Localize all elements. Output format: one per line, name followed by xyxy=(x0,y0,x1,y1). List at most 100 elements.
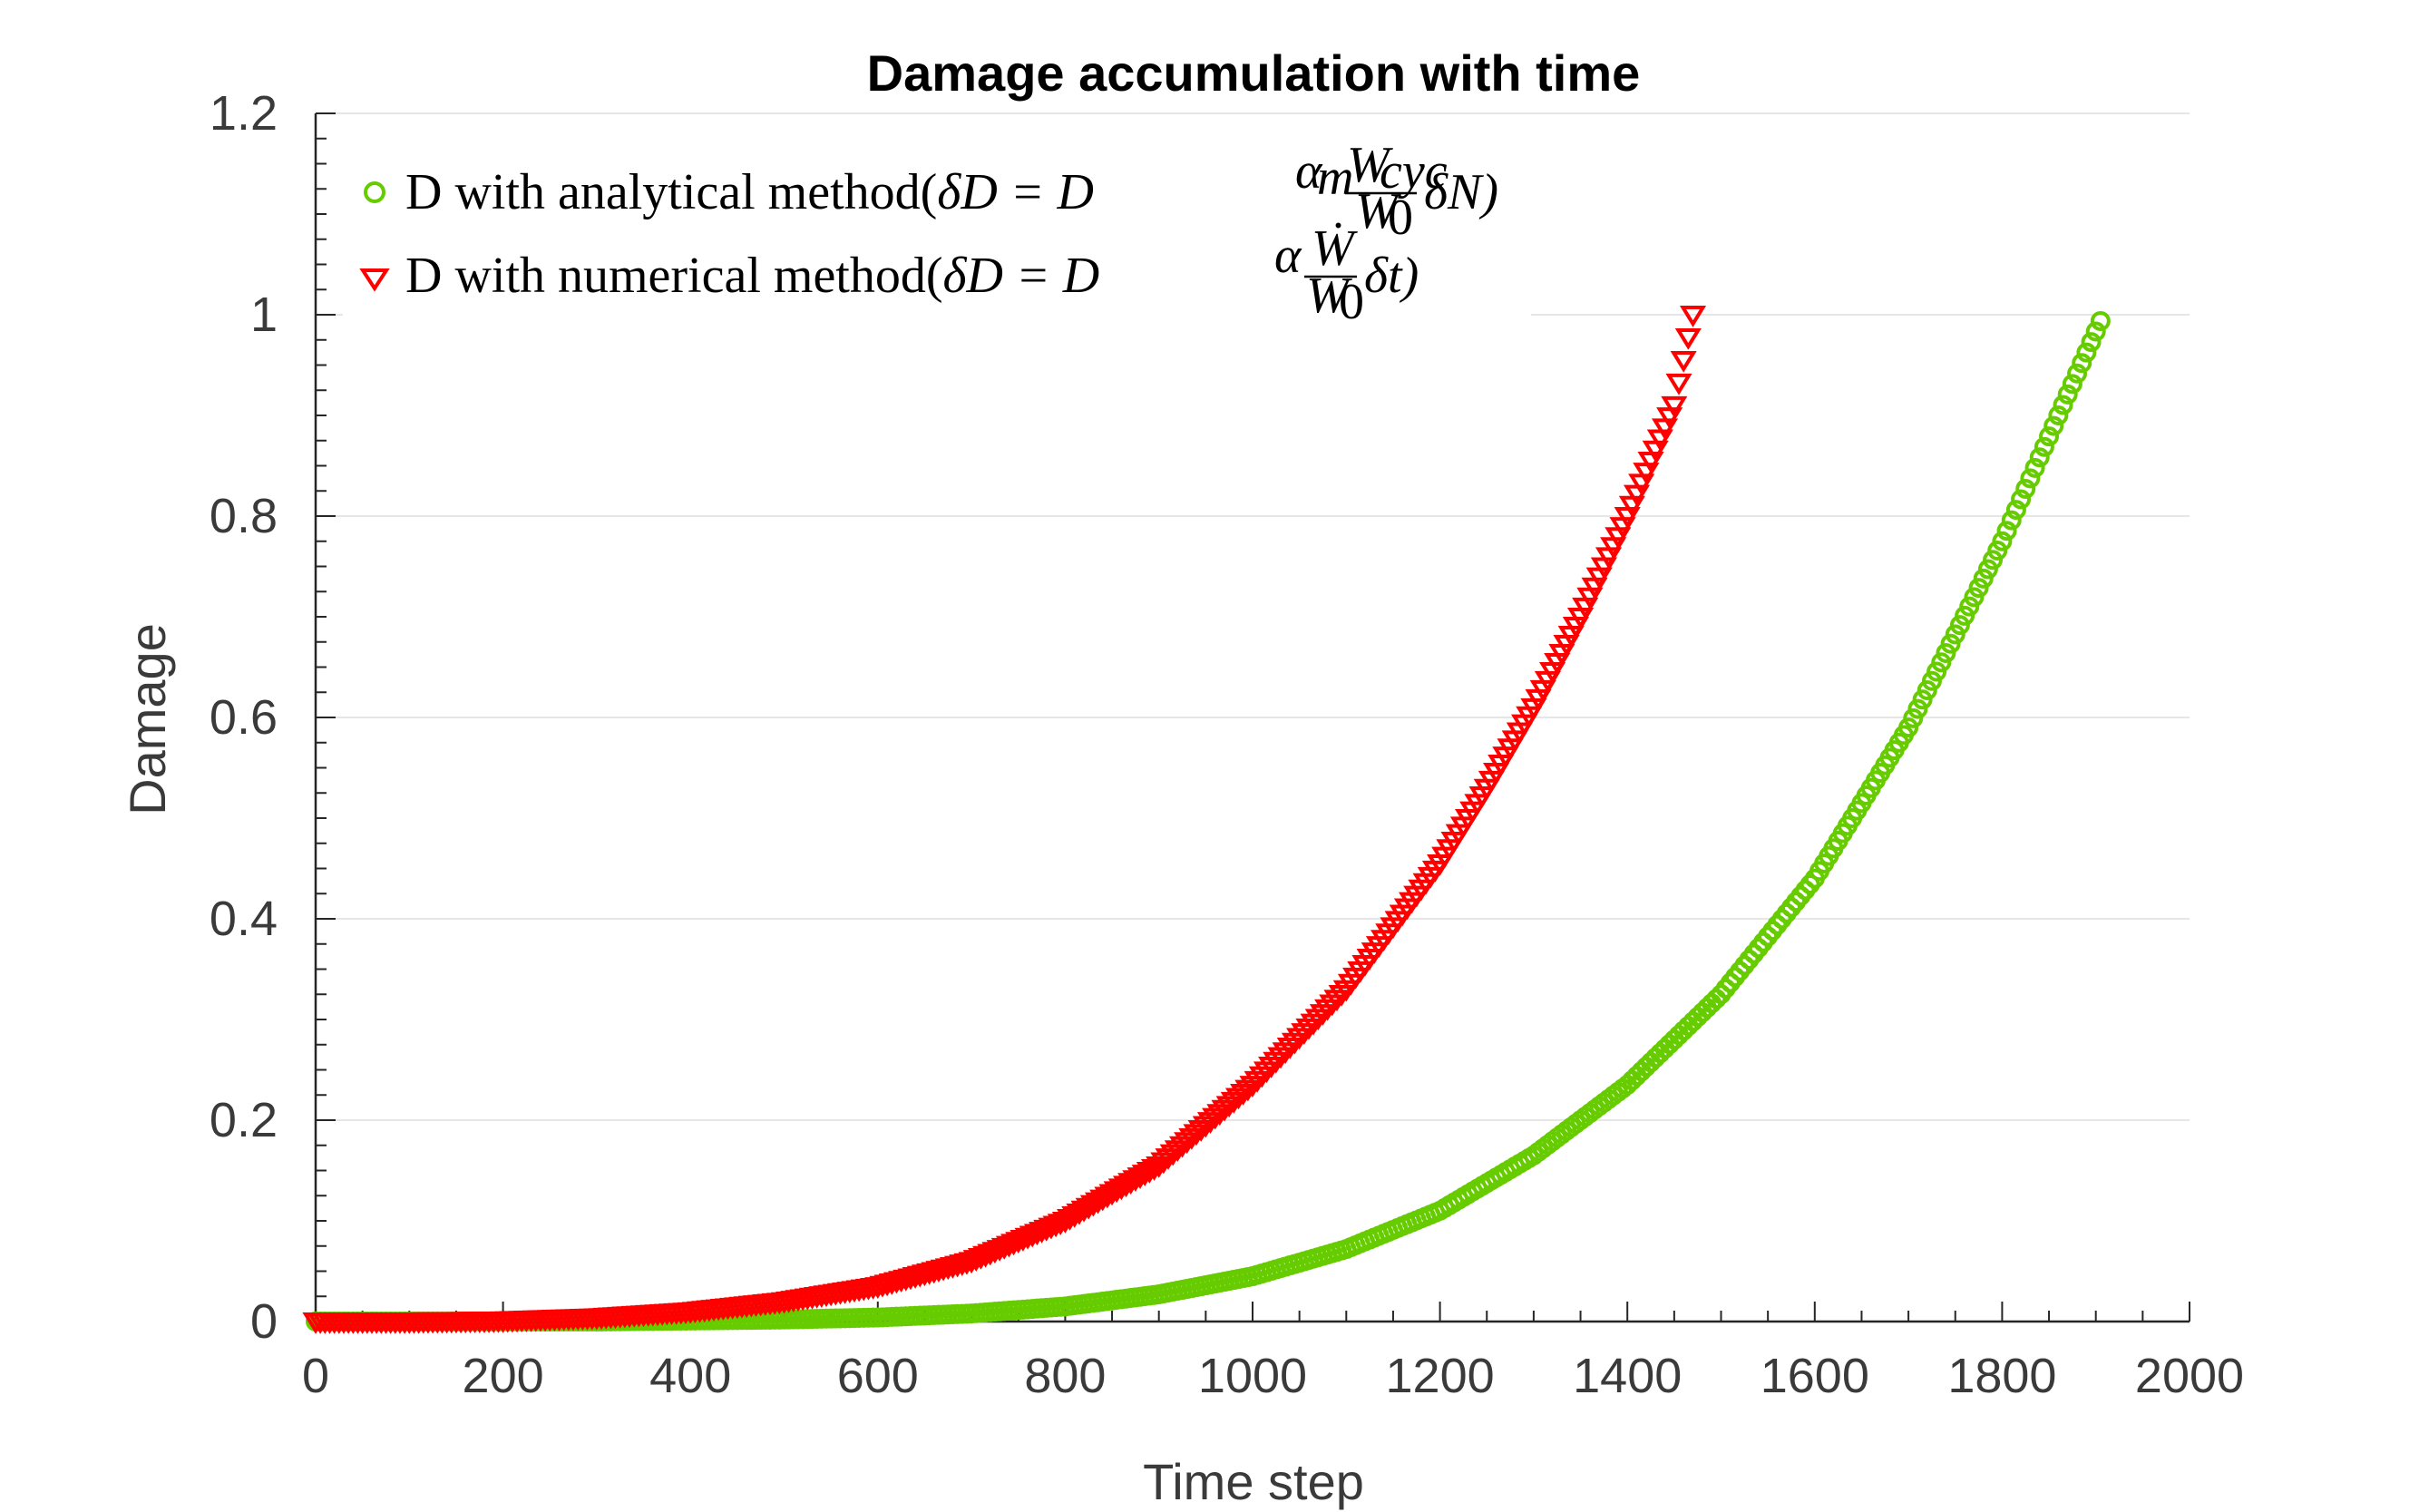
legend-analytical-frac-den: W xyxy=(1355,183,1401,239)
x-tick-label-1: 200 xyxy=(463,1349,544,1403)
data-point xyxy=(1079,1195,1107,1217)
data-point xyxy=(1070,1200,1097,1223)
legend-analytical-frac-num: W xyxy=(1347,137,1393,193)
y-tick-label-3: 0.6 xyxy=(210,690,278,745)
data-point xyxy=(1220,1091,1247,1114)
data-point xyxy=(1150,1152,1177,1175)
x-tick-label-2: 400 xyxy=(649,1349,731,1403)
data-point xyxy=(2090,310,2111,331)
data-point xyxy=(2048,405,2069,425)
data-point xyxy=(1103,1181,1130,1204)
legend-numerical-frac-den-sub: 0 xyxy=(1339,274,1364,330)
y-tick-label-0: 0 xyxy=(250,1294,278,1349)
data-point xyxy=(1127,1167,1154,1189)
data-point xyxy=(1155,1148,1182,1170)
legend-numerical-tail: δt) xyxy=(1364,248,1419,304)
data-point xyxy=(1066,1203,1093,1225)
legend-analytical-frac-den-sub: 0 xyxy=(1388,190,1413,246)
data-point xyxy=(1117,1173,1145,1195)
legend-label-analytical: D with analytical method(δD = D xyxy=(405,164,1094,220)
data-point xyxy=(1107,1178,1135,1201)
x-tick-label-8: 1600 xyxy=(1761,1349,1869,1403)
data-point xyxy=(1996,521,2017,541)
data-point xyxy=(2072,353,2092,374)
data-point xyxy=(1670,350,1697,373)
data-point xyxy=(2085,321,2106,342)
x-tick-label-10: 2000 xyxy=(2135,1349,2244,1403)
data-point xyxy=(1098,1184,1126,1206)
data-point xyxy=(1051,1212,1078,1234)
data-point xyxy=(1661,395,1688,418)
legend-entry-numerical: D with numerical method(δD = D α Ẇ W 0 δ… xyxy=(359,220,1419,330)
x-tick-label-6: 1200 xyxy=(1386,1349,1495,1403)
data-point xyxy=(1061,1205,1088,1228)
data-point xyxy=(1665,373,1692,395)
x-tick-label-9: 1800 xyxy=(1947,1349,2056,1403)
data-point xyxy=(1112,1175,1140,1198)
y-tick-label-4: 0.8 xyxy=(210,489,278,543)
legend-numerical-sup: α xyxy=(1274,228,1302,284)
data-point xyxy=(1089,1189,1117,1212)
data-point xyxy=(1136,1162,1163,1184)
data-point xyxy=(2062,374,2082,395)
data-point xyxy=(2015,478,2036,499)
data-point xyxy=(2024,457,2045,478)
data-point xyxy=(2034,436,2054,457)
legend-background xyxy=(343,136,1531,322)
data-point xyxy=(2039,426,2060,447)
data-point xyxy=(2001,510,2022,531)
data-point xyxy=(1992,531,2013,551)
data-point xyxy=(1192,1116,1219,1138)
legend: D with analytical method(δD = D α m W cy… xyxy=(343,136,1531,330)
legend-label-numerical: D with numerical method(δD = D xyxy=(405,248,1099,304)
x-tick-label-3: 600 xyxy=(837,1349,919,1403)
legend-numerical-frac-den: W xyxy=(1306,268,1352,324)
x-tick-label-0: 0 xyxy=(302,1349,329,1403)
data-point xyxy=(1674,327,1702,350)
data-point xyxy=(1094,1186,1121,1209)
data-point xyxy=(1075,1197,1102,1220)
y-tick-label-5: 1 xyxy=(250,288,278,342)
legend-analytical-sup: α xyxy=(1295,143,1323,200)
x-tick-label-4: 800 xyxy=(1024,1349,1106,1403)
data-point xyxy=(1178,1127,1205,1150)
data-point xyxy=(1230,1084,1257,1106)
data-point xyxy=(1047,1214,1074,1236)
legend-entry-analytical: D with analytical method(δD = D α m W cy… xyxy=(364,137,1498,246)
data-point xyxy=(2076,342,2097,363)
y-tick-label-1: 0.2 xyxy=(210,1093,278,1147)
data-point xyxy=(1168,1136,1196,1158)
data-point xyxy=(1206,1104,1234,1127)
data-point xyxy=(2053,395,2073,415)
data-point xyxy=(2081,332,2102,353)
x-tick-label-7: 1400 xyxy=(1573,1349,1682,1403)
data-point xyxy=(1140,1159,1168,1181)
data-point xyxy=(1122,1170,1149,1193)
x-tick-label-5: 1000 xyxy=(1198,1349,1307,1403)
legend-analytical-frac-num-sub: cyc xyxy=(1380,143,1448,200)
data-point xyxy=(1084,1192,1112,1214)
data-point xyxy=(1234,1079,1262,1102)
y-tick-label-2: 0.4 xyxy=(210,892,278,946)
y-axis-label: Damage xyxy=(119,623,176,815)
legend-analytical-tail: δN) xyxy=(1424,164,1498,220)
data-point xyxy=(1183,1124,1210,1146)
data-point xyxy=(2005,500,2026,521)
legend-numerical-frac-num: Ẇ xyxy=(1312,220,1358,277)
data-point xyxy=(1202,1107,1229,1130)
y-tick-label-6: 1.2 xyxy=(210,86,278,141)
data-point xyxy=(1215,1096,1243,1118)
data-point xyxy=(2020,468,2041,489)
data-point xyxy=(2011,489,2032,510)
grid-lines xyxy=(316,112,2190,1121)
data-point xyxy=(1196,1112,1224,1134)
x-axis-label: Time step xyxy=(1143,1453,1364,1510)
data-point xyxy=(1159,1144,1186,1166)
data-point xyxy=(1679,306,1707,327)
y-axis-ticks: 0 0.2 0.4 0.6 0.8 1 1.2 xyxy=(210,86,336,1349)
data-point xyxy=(1056,1208,1084,1231)
data-point xyxy=(1224,1088,1253,1110)
series-1 xyxy=(302,306,1707,1334)
plot-area-series xyxy=(302,306,2111,1334)
